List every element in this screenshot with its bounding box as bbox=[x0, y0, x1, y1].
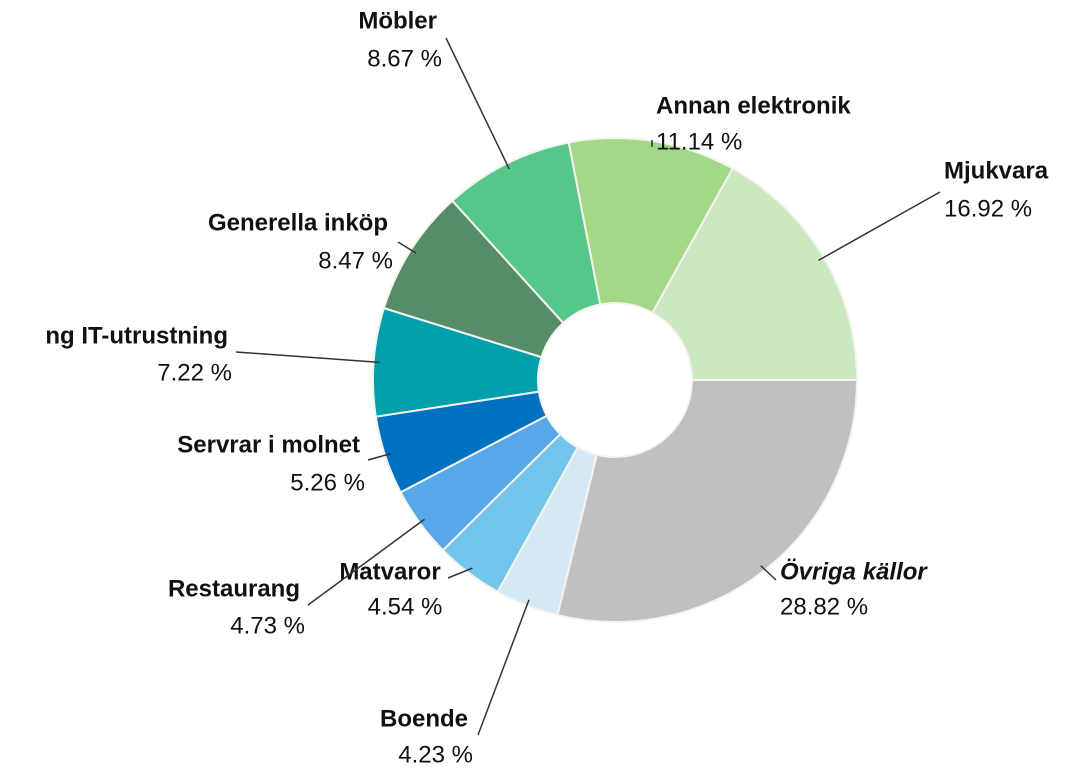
slice-label: Restaurang bbox=[168, 575, 300, 602]
value-label: 8.47 % bbox=[318, 247, 393, 274]
slice-label: Mjukvara bbox=[944, 157, 1049, 184]
slice-label: Övriga källor bbox=[780, 558, 928, 585]
leader-line bbox=[397, 241, 417, 254]
slice bbox=[651, 167, 859, 381]
slice bbox=[567, 137, 735, 315]
leader-line bbox=[445, 37, 510, 170]
slice bbox=[556, 379, 859, 623]
value-label: 4.54 % bbox=[368, 593, 443, 620]
slice-label: Matvaror bbox=[339, 558, 440, 585]
slice-label: Möbler bbox=[358, 7, 437, 34]
leader-line bbox=[367, 452, 391, 461]
value-label: 4.23 % bbox=[398, 741, 473, 768]
leader-line bbox=[818, 191, 941, 262]
leader-line bbox=[307, 518, 425, 606]
leader-line bbox=[477, 599, 530, 736]
value-label: 8.67 % bbox=[367, 45, 442, 72]
slice-label: Boende bbox=[380, 705, 468, 732]
value-label: 5.26 % bbox=[290, 469, 365, 496]
slice-label: ng IT-utrustning bbox=[45, 322, 228, 349]
value-label: 4.73 % bbox=[230, 612, 305, 639]
value-label: 16.92 % bbox=[944, 195, 1032, 222]
slice-label: Generella inköp bbox=[208, 209, 388, 236]
slice-label: Servrar i molnet bbox=[177, 431, 360, 458]
slice-label: Annan elektronik bbox=[656, 92, 851, 119]
leader-line bbox=[235, 351, 380, 364]
value-label: 28.82 % bbox=[780, 593, 868, 620]
value-label: 7.22 % bbox=[157, 359, 232, 386]
leader-line bbox=[760, 565, 777, 581]
value-label: 11.14 % bbox=[656, 128, 742, 155]
slice bbox=[450, 141, 602, 325]
leader-line bbox=[447, 567, 473, 579]
